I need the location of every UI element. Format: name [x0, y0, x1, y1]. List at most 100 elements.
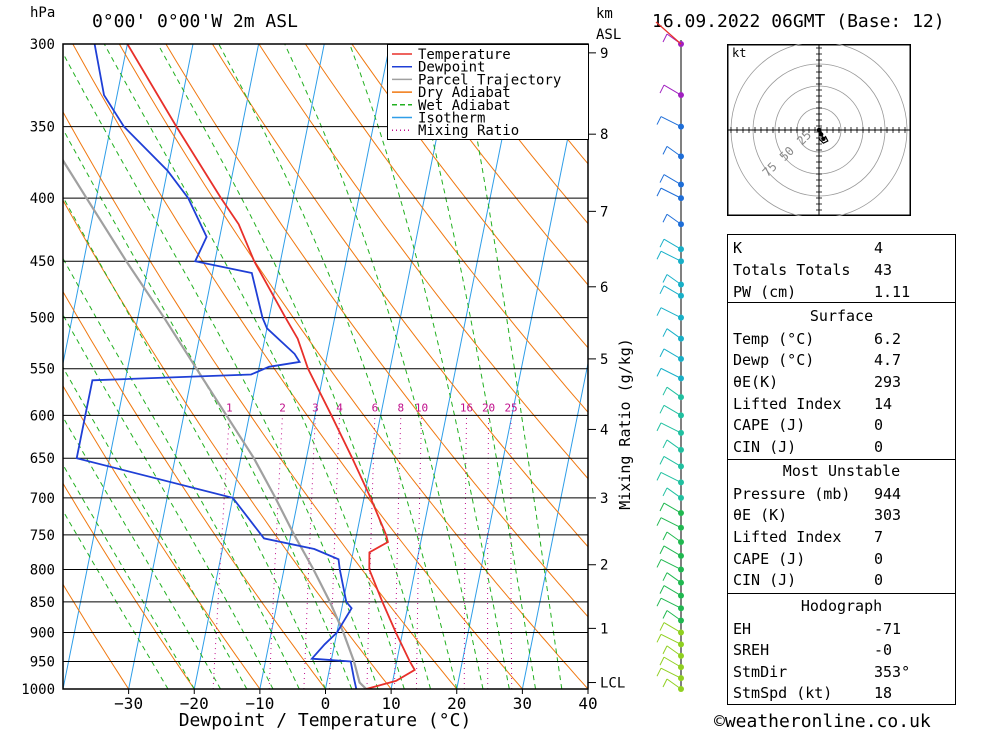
legend-label: Parcel Trajectory — [418, 72, 561, 88]
wind-barb — [660, 517, 682, 529]
x-tick-label: 20 — [447, 694, 466, 713]
wind-barb — [660, 116, 682, 128]
dry-adiabat-line — [63, 583, 130, 689]
stats-table: Surface Temp (°C) 6.2 Dewp (°C) 4.7 θE(K) 2… — [727, 302, 956, 705]
wind-barb — [660, 559, 682, 570]
wind-barb — [656, 559, 662, 568]
dry-adiabat-line — [63, 110, 458, 689]
km-tick-label: 2 — [600, 558, 608, 574]
wind-barb — [656, 667, 662, 677]
km-label: km — [596, 6, 613, 22]
wind-barb — [662, 645, 668, 655]
wet-adiabat-line — [63, 509, 169, 689]
km-tick-label: 6 — [600, 280, 608, 296]
pressure-unit-label: hPa — [30, 5, 56, 21]
wind-barb — [656, 634, 662, 643]
wind-barb — [660, 250, 682, 262]
isotherm-line — [193, 44, 325, 689]
wind-barb — [666, 386, 682, 398]
index-row: PW (cm) 1.11 — [733, 283, 911, 301]
wind-barb — [663, 545, 682, 557]
hodograph-row: EH -71 — [733, 620, 902, 638]
wind-barb — [660, 307, 682, 319]
km-tick-label: 1 — [600, 621, 608, 637]
dry-adiabat-line — [397, 44, 588, 286]
isotherm-line — [259, 44, 391, 689]
wind-barb — [659, 84, 665, 94]
wind-barb — [659, 622, 665, 631]
hodograph-unit-label: kt — [732, 46, 746, 60]
mixing-ratio-label: 4 — [336, 401, 343, 414]
wind-barb — [663, 622, 682, 633]
isotherm-line — [325, 44, 456, 689]
wind-barb — [666, 678, 682, 690]
most-unstable-row: Pressure (mb) 944 — [733, 485, 902, 503]
dry-adiabat-line — [211, 44, 588, 548]
isotherm-line — [456, 44, 588, 689]
wind-barb — [666, 145, 682, 157]
pressure-tick-label: 550 — [30, 362, 55, 378]
pressure-tick-label: 1000 — [21, 682, 55, 698]
mixing-ratio-label: 8 — [398, 401, 405, 414]
x-tick-label: 10 — [381, 694, 400, 713]
wind-barb — [666, 328, 682, 340]
wind-barb — [663, 656, 682, 668]
wind-barb — [663, 502, 682, 514]
wind-barb — [663, 174, 682, 185]
wind-barb — [662, 386, 668, 396]
wind-barb — [659, 456, 665, 465]
wind-barb — [666, 610, 682, 621]
most-unstable-row: CAPE (J) 0 — [733, 550, 884, 568]
dry-adiabat-line — [72, 44, 523, 689]
mixing-ratio-label: 6 — [372, 401, 379, 414]
mixing-ratio-label: 25 — [504, 401, 517, 414]
legend-label: Mixing Ratio — [418, 123, 519, 139]
wind-barb — [656, 597, 662, 607]
wind-barb — [660, 422, 682, 434]
hodograph-row: StmSpd (kt) 18 — [733, 684, 893, 702]
datetime-label: 16.09.2022 06GMT (Base: 12) — [652, 11, 945, 32]
most-unstable-row: CIN (J) 0 — [733, 571, 884, 589]
surface-row: CIN (J) 0 — [733, 438, 884, 456]
mixing-ratio-label: 2 — [279, 401, 286, 414]
parcel-trajectory-profile — [63, 158, 367, 689]
isotherm-line — [63, 44, 194, 689]
wet-adiabat-line — [408, 44, 536, 689]
pressure-tick-label: 450 — [30, 254, 55, 270]
wind-barb — [662, 274, 668, 283]
mixing-ratio-label: 3 — [312, 401, 319, 414]
pressure-tick-label: 750 — [30, 528, 55, 544]
mixing-ratio-line — [303, 415, 316, 689]
legend: Temperature Dewpoint Parcel Trajectory Dry … — [387, 44, 589, 140]
pressure-tick-label: 800 — [30, 562, 55, 578]
legend-label: Dry Adiabat — [418, 85, 511, 101]
surface-row: θE(K) 293 — [733, 373, 902, 391]
surface-row: Dewp (°C) 4.7 — [733, 351, 902, 369]
km-tick-label: 7 — [600, 204, 608, 220]
wind-barb — [666, 531, 682, 543]
wind-barb — [666, 572, 682, 584]
wet-adiabat-line — [63, 195, 326, 689]
pressure-tick-label: 300 — [30, 37, 55, 53]
km-tick-label: 5 — [600, 352, 608, 368]
dry-adiabat-line — [63, 482, 195, 689]
index-row: Totals Totals 43 — [733, 261, 893, 279]
km-tick-label: 8 — [600, 127, 608, 143]
dry-adiabat-line — [444, 44, 588, 225]
x-tick-label: 40 — [578, 694, 597, 713]
km-tick-label: 4 — [600, 422, 608, 438]
mixing-ratio-line — [329, 415, 341, 689]
dry-adiabat-line — [304, 44, 588, 414]
x-tick-label: 0 — [321, 694, 331, 713]
pressure-tick-label: 950 — [30, 655, 55, 671]
wind-barb — [659, 285, 665, 295]
wind-barb — [656, 307, 662, 316]
wind-barb — [662, 328, 668, 337]
hodograph-row: SREH -0 — [733, 641, 893, 659]
wind-barb — [659, 545, 665, 555]
mixing-ratio-label: 10 — [415, 401, 428, 414]
x-tick-label: −30 — [114, 694, 143, 713]
